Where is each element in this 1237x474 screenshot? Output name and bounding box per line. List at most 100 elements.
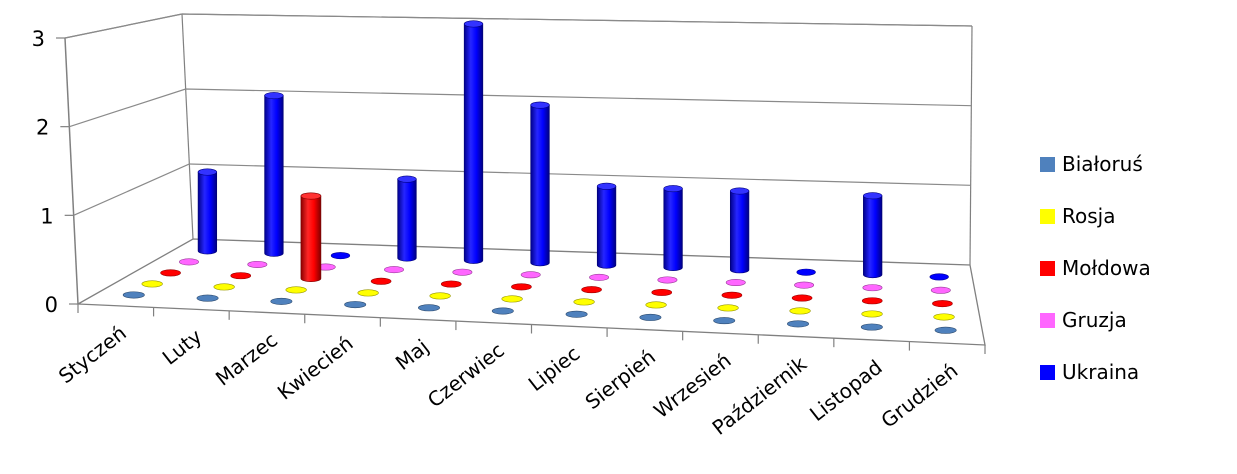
legend-item: Gruzja bbox=[1040, 294, 1230, 346]
data-point-zero bbox=[452, 268, 473, 276]
bar-top bbox=[596, 182, 617, 190]
x-tick-label: Kwiecień bbox=[273, 331, 358, 405]
wall-corner-edge bbox=[181, 13, 194, 240]
data-point-zero bbox=[520, 271, 541, 279]
legend-label: Mołdowa bbox=[1062, 256, 1151, 280]
x-tick-label: Grudzień bbox=[876, 358, 962, 432]
data-point-zero bbox=[565, 310, 588, 318]
data-point-zero bbox=[160, 269, 181, 277]
legend-item: Mołdowa bbox=[1040, 242, 1230, 294]
data-point-zero bbox=[933, 313, 955, 321]
legend-label: Gruzja bbox=[1062, 308, 1127, 332]
data-point-zero bbox=[860, 323, 883, 331]
x-tick-label: Lipiec bbox=[524, 341, 585, 396]
data-point-zero bbox=[929, 273, 949, 281]
y-tick-label: 2 bbox=[36, 116, 49, 140]
data-point-zero bbox=[794, 281, 815, 289]
data-point-zero bbox=[511, 283, 532, 291]
data-point-zero bbox=[573, 298, 595, 306]
data-point-zero bbox=[930, 286, 951, 294]
data-point-zero bbox=[285, 286, 307, 294]
legend-item: Białoruś bbox=[1040, 138, 1230, 190]
data-point-zero bbox=[122, 291, 145, 299]
bar-body bbox=[596, 185, 617, 269]
legend-label: Ukraina bbox=[1062, 360, 1140, 384]
data-point-zero bbox=[721, 291, 743, 299]
bar-body bbox=[264, 95, 284, 257]
data-bar bbox=[863, 192, 883, 279]
data-point-zero bbox=[862, 284, 883, 292]
data-point-zero bbox=[344, 301, 367, 309]
data-point-zero bbox=[196, 294, 219, 302]
data-point-zero bbox=[429, 292, 451, 300]
data-point-zero bbox=[934, 326, 957, 334]
data-bar bbox=[264, 92, 284, 257]
data-bar bbox=[197, 168, 218, 255]
legend: Białoruś Rosja Mołdowa Gruzja Ukraina bbox=[1040, 138, 1230, 398]
legend-swatch bbox=[1040, 156, 1055, 172]
legend-swatch bbox=[1040, 364, 1055, 380]
bar-top bbox=[729, 187, 750, 195]
data-point-zero bbox=[932, 300, 953, 308]
bar-top bbox=[264, 92, 284, 100]
data-point-zero bbox=[639, 313, 662, 321]
data-point-zero bbox=[581, 286, 602, 294]
bar-body bbox=[397, 178, 417, 262]
data-point-zero bbox=[213, 283, 235, 291]
bar-top bbox=[530, 101, 550, 109]
gridline bbox=[73, 163, 971, 216]
bar-top bbox=[397, 175, 417, 183]
data-point-zero bbox=[491, 307, 514, 315]
y-tick-label: 3 bbox=[32, 27, 45, 51]
legend-swatch bbox=[1040, 208, 1055, 224]
data-point-zero bbox=[179, 258, 199, 266]
legend-swatch bbox=[1040, 260, 1055, 276]
x-tick-label: Maj bbox=[391, 334, 433, 375]
data-point-zero bbox=[330, 252, 351, 260]
gridline bbox=[69, 88, 972, 128]
data-bar bbox=[729, 187, 750, 274]
data-point-zero bbox=[270, 297, 293, 305]
data-point-zero bbox=[651, 288, 673, 296]
y-tick-label: 1 bbox=[40, 204, 53, 228]
bar-body bbox=[530, 104, 550, 267]
y-tick-label: 0 bbox=[45, 293, 58, 317]
data-point-zero bbox=[589, 273, 610, 281]
data-point-zero bbox=[440, 280, 462, 288]
data-point-zero bbox=[357, 289, 379, 297]
data-point-zero bbox=[861, 310, 883, 318]
data-point-zero bbox=[791, 294, 813, 302]
data-point-zero bbox=[657, 276, 678, 284]
legend-label: Rosja bbox=[1062, 204, 1116, 228]
data-point-zero bbox=[370, 277, 392, 285]
legend-item: Ukraina bbox=[1040, 346, 1230, 398]
bar-body bbox=[729, 190, 750, 274]
data-point-zero bbox=[141, 280, 163, 288]
y-axis-line bbox=[64, 37, 79, 305]
data-point-zero bbox=[787, 320, 809, 328]
data-bar bbox=[463, 20, 484, 264]
x-tick-label: Marzec bbox=[211, 328, 282, 391]
data-point-zero bbox=[645, 301, 667, 309]
bar-body bbox=[300, 195, 322, 282]
gridlines bbox=[64, 13, 973, 216]
bar-body bbox=[197, 171, 218, 255]
data-point-zero bbox=[789, 307, 811, 315]
legend-swatch bbox=[1040, 312, 1055, 328]
gridline bbox=[64, 13, 973, 39]
bar-top bbox=[300, 192, 322, 200]
bar-body bbox=[663, 188, 683, 271]
data-bar bbox=[663, 185, 683, 271]
data-point-zero bbox=[230, 272, 252, 280]
x-tick-label: Listopad bbox=[805, 355, 887, 426]
x-tick-label: Czerwiec bbox=[423, 338, 509, 412]
data-point-zero bbox=[725, 279, 746, 287]
legend-item: Rosja bbox=[1040, 190, 1230, 242]
bar-top bbox=[863, 192, 883, 200]
y-axis: 0 1 2 3 bbox=[32, 27, 78, 317]
bar-body bbox=[863, 195, 883, 279]
x-tick-label: Styczeń bbox=[54, 321, 131, 388]
data-point-zero bbox=[501, 295, 523, 303]
data-bar bbox=[397, 175, 417, 262]
